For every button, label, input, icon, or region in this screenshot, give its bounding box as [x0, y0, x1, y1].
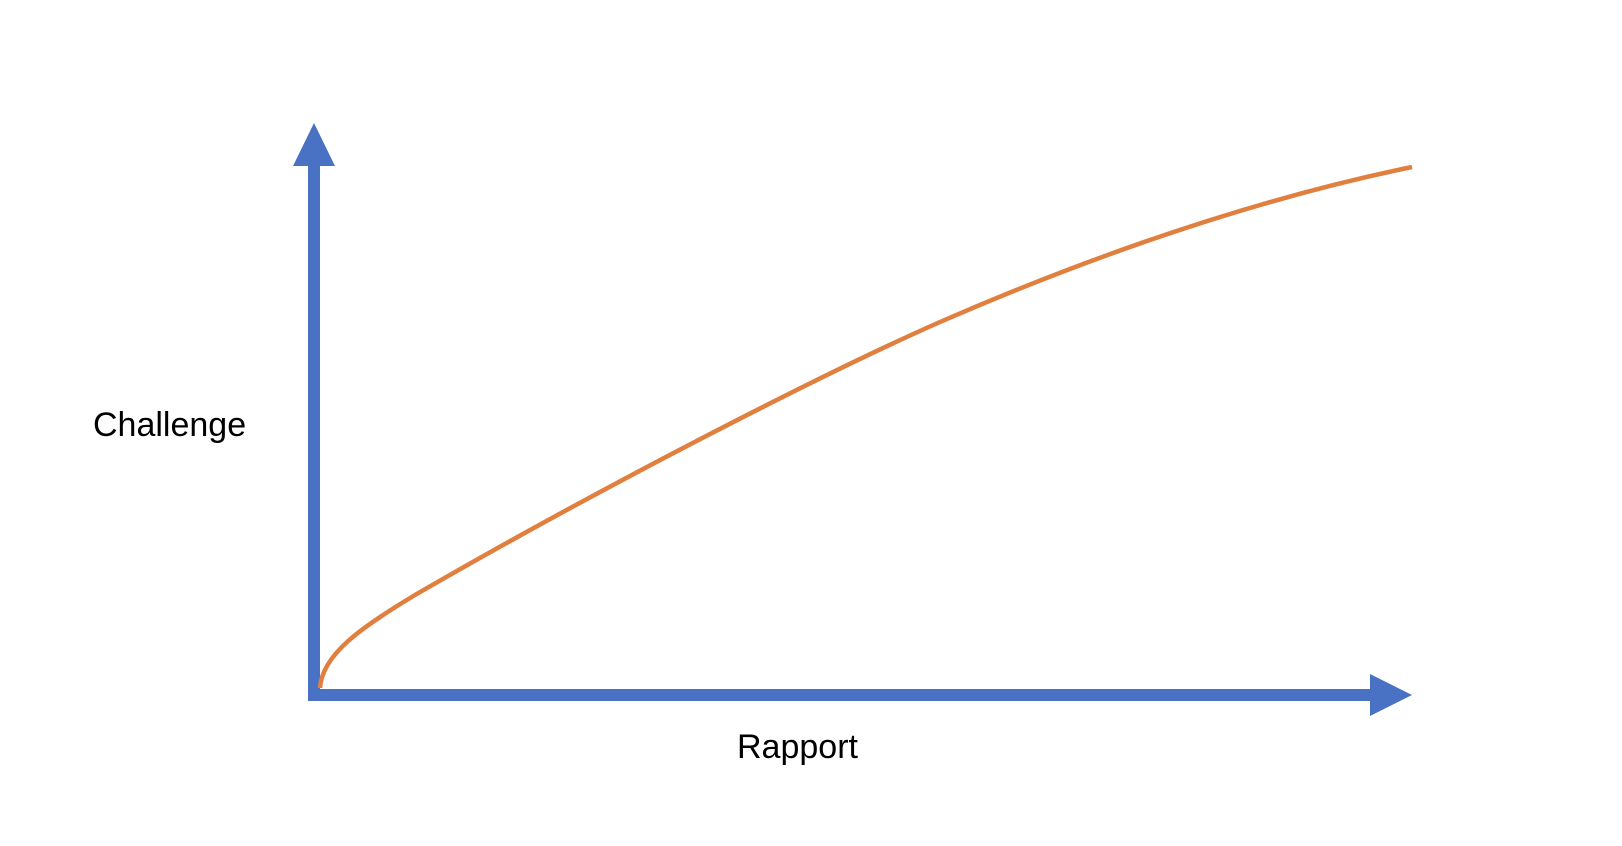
y-axis-label: Challenge [93, 406, 247, 444]
x-axis-arrowhead [1370, 674, 1412, 716]
y-axis-arrowhead [293, 123, 335, 166]
x-axis-label: Rapport [737, 728, 858, 766]
rapport-challenge-curve [317, 164, 1413, 689]
